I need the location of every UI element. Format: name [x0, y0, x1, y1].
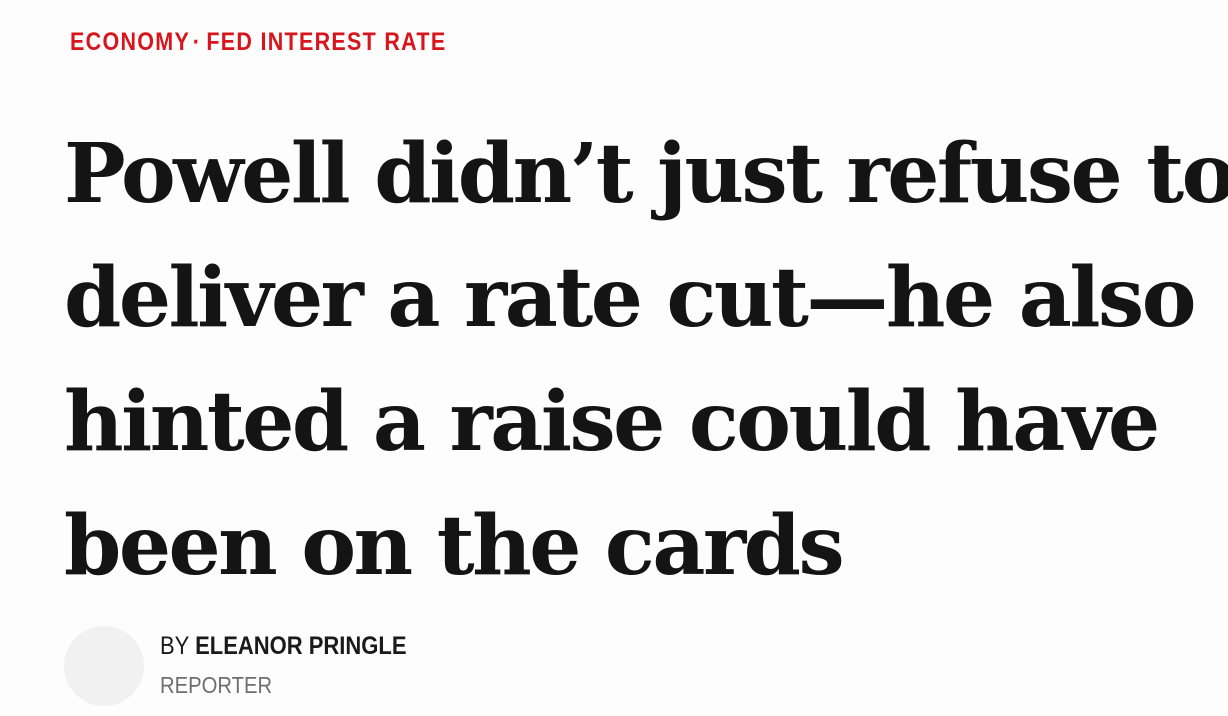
headline-line: deliver a rate cut—he also — [64, 250, 1196, 346]
author-name-link[interactable]: ELEANOR PRINGLE — [195, 632, 407, 660]
headline-line: Powell didn’t just refuse to — [64, 126, 1228, 222]
breadcrumb: ECONOMY · FED INTEREST RATE — [70, 28, 446, 57]
byline-prefix: BY — [160, 632, 189, 660]
breadcrumb-separator: · — [192, 28, 202, 56]
byline-text: BY ELEANOR PRINGLE REPORTER — [160, 632, 407, 699]
author-role: REPORTER — [160, 672, 273, 698]
headline: Powell didn’t just refuse to deliver a r… — [64, 112, 1228, 608]
breadcrumb-section-link[interactable]: ECONOMY — [70, 28, 191, 56]
headline-line: hinted a raise could have — [64, 374, 1160, 470]
breadcrumb-topic-link[interactable]: FED INTEREST RATE — [206, 28, 447, 56]
headline-line: been on the cards — [64, 498, 845, 594]
author-avatar[interactable] — [64, 626, 144, 706]
byline-author-row: BY ELEANOR PRINGLE — [160, 632, 407, 661]
